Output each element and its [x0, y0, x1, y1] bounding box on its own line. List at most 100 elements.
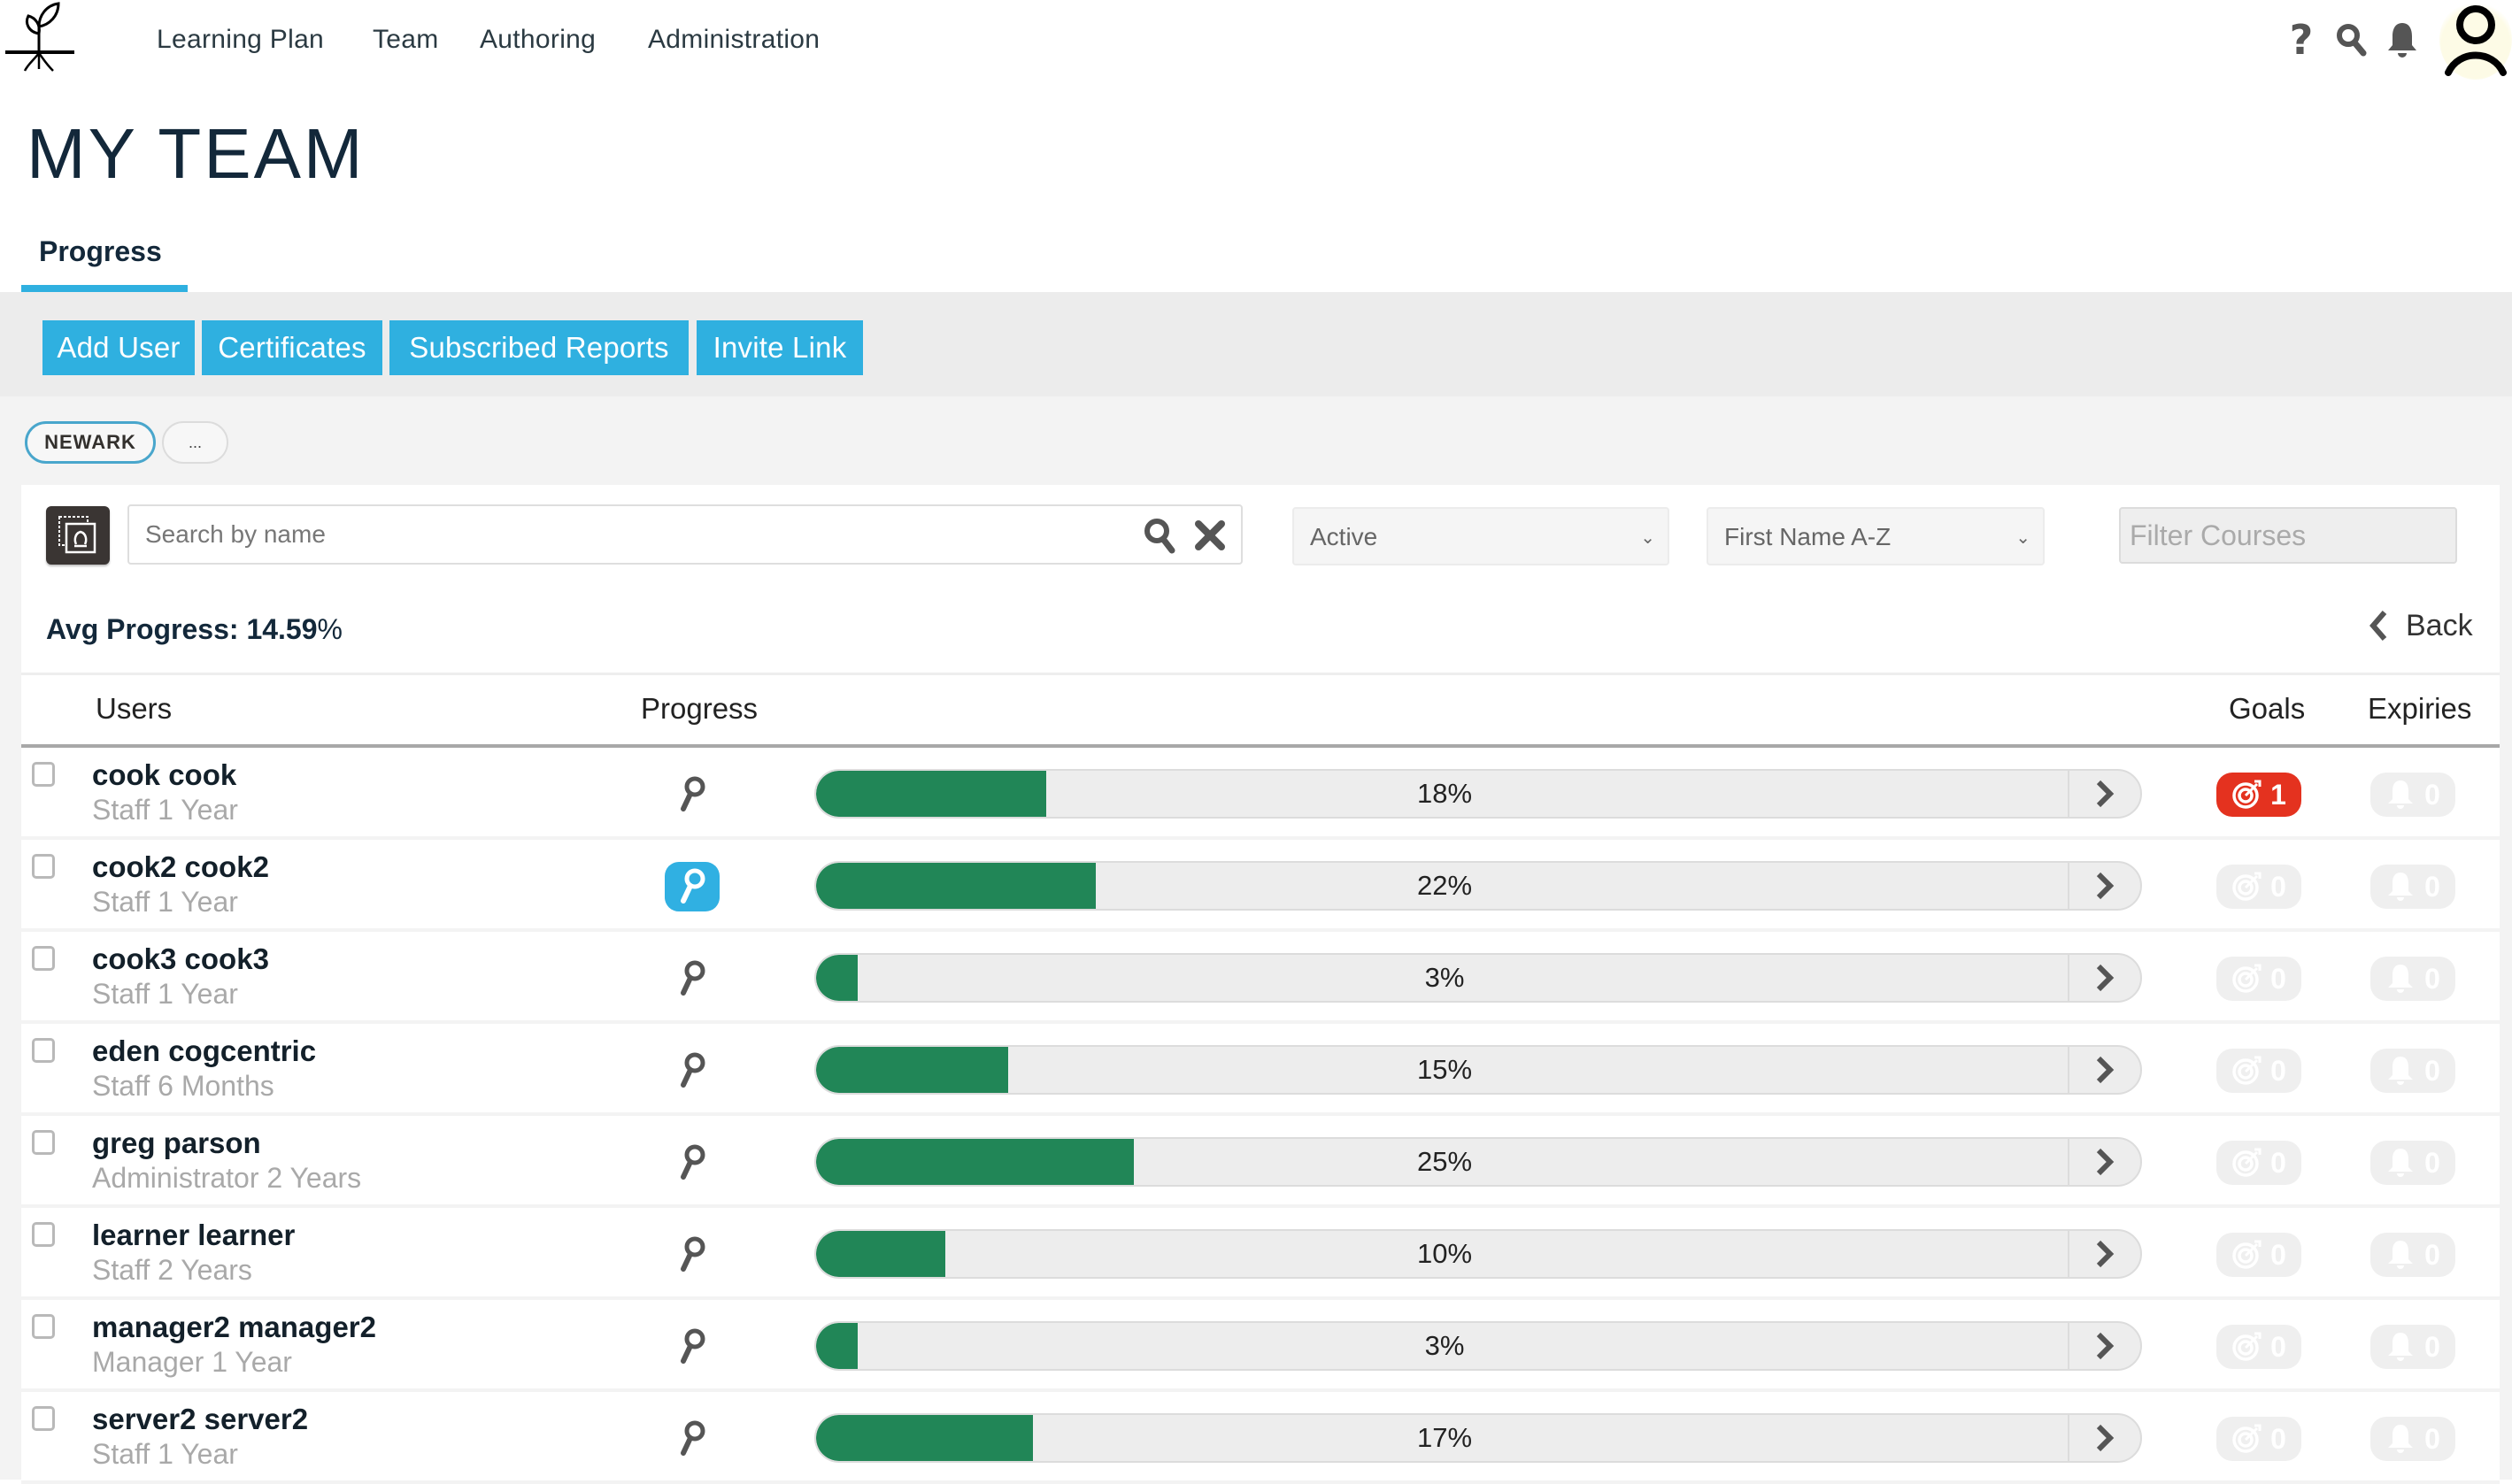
more-locations-chip[interactable]: ... — [162, 421, 228, 464]
progress-detail-button[interactable] — [665, 862, 720, 911]
progress-bar: 3% — [814, 953, 2142, 1003]
nav-administration[interactable]: Administration — [648, 25, 821, 54]
expiries-badge[interactable]: 0 — [2370, 1417, 2455, 1461]
goals-count: 0 — [2270, 1238, 2286, 1271]
goals-badge[interactable]: 0 — [2216, 957, 2301, 1001]
user-name[interactable]: eden cogcentric — [92, 1034, 317, 1067]
expiries-badge[interactable]: 0 — [2370, 865, 2455, 909]
row-select-checkbox[interactable] — [32, 1314, 55, 1339]
invite-link-button[interactable]: Invite Link — [697, 320, 863, 375]
search-submit-icon[interactable] — [1142, 517, 1179, 554]
progress-bar-fill — [816, 1231, 945, 1277]
goals-badge[interactable]: 0 — [2216, 1141, 2301, 1185]
row-select-checkbox[interactable] — [32, 1130, 55, 1155]
expiries-badge[interactable]: 0 — [2370, 1233, 2455, 1277]
tab-progress[interactable]: Progress — [21, 232, 188, 292]
user-name[interactable]: manager2 manager2 — [92, 1311, 376, 1343]
nav-learning-plan[interactable]: Learning Plan — [157, 25, 325, 54]
goals-badge[interactable]: 0 — [2216, 1417, 2301, 1461]
row-select-checkbox[interactable] — [32, 1406, 55, 1431]
help-icon[interactable]: ? — [2289, 16, 2314, 64]
goals-badge[interactable]: 0 — [2216, 1325, 2301, 1369]
target-icon — [2232, 1424, 2262, 1453]
expand-progress-button[interactable] — [2068, 771, 2140, 817]
row-select-checkbox[interactable] — [32, 1222, 55, 1247]
back-label: Back — [2406, 608, 2473, 642]
location-chip-newark[interactable]: NEWARK — [25, 421, 156, 464]
goals-badge[interactable]: 0 — [2216, 1233, 2301, 1277]
progress-bar: 17% — [814, 1413, 2142, 1463]
subscribed-reports-button[interactable]: Subscribed Reports — [389, 320, 689, 375]
progress-detail-button[interactable] — [665, 770, 720, 819]
bell-icon — [2388, 780, 2414, 809]
progress-percent: 3% — [1424, 1330, 1465, 1361]
sprout-logo-icon[interactable] — [2, 0, 76, 76]
table-row: greg parson Administrator 2 Years 25% 0 … — [21, 1116, 2500, 1208]
bell-icon — [2388, 1149, 2414, 1177]
magnifier-icon — [681, 960, 705, 996]
expiries-badge[interactable]: 0 — [2370, 1141, 2455, 1185]
expiries-count: 0 — [2424, 1238, 2440, 1271]
goals-badge[interactable]: 1 — [2216, 773, 2301, 817]
expand-progress-button[interactable] — [2068, 1231, 2140, 1277]
progress-detail-button[interactable] — [665, 1046, 720, 1096]
back-button[interactable]: Back — [2369, 604, 2473, 648]
sort-select[interactable]: First Name A-Z ⌄ — [1707, 507, 2045, 565]
nav-team[interactable]: Team — [373, 25, 439, 54]
expiries-badge[interactable]: 0 — [2370, 1325, 2455, 1369]
progress-detail-button[interactable] — [665, 1138, 720, 1188]
user-name[interactable]: server2 server2 — [92, 1403, 309, 1435]
row-select-checkbox[interactable] — [32, 1038, 55, 1063]
expand-progress-button[interactable] — [2068, 1323, 2140, 1369]
expand-progress-button[interactable] — [2068, 863, 2140, 909]
progress-detail-button[interactable] — [665, 954, 720, 1003]
user-name[interactable]: cook2 cook2 — [92, 850, 269, 883]
bell-icon[interactable] — [2383, 18, 2422, 62]
row-select-checkbox[interactable] — [32, 762, 55, 787]
expand-progress-button[interactable] — [2068, 1415, 2140, 1461]
certificates-button[interactable]: Certificates — [202, 320, 382, 375]
expiries-badge[interactable]: 0 — [2370, 957, 2455, 1001]
target-icon — [2232, 780, 2262, 809]
progress-percent: 15% — [1416, 1054, 1473, 1085]
user-name[interactable]: greg parson — [92, 1126, 261, 1159]
user-name[interactable]: learner learner — [92, 1219, 296, 1251]
search-icon[interactable] — [2332, 18, 2371, 62]
magnifier-icon — [681, 1236, 705, 1272]
expand-progress-button[interactable] — [2068, 955, 2140, 1001]
expand-progress-button[interactable] — [2068, 1139, 2140, 1185]
progress-detail-button[interactable] — [665, 1414, 720, 1464]
expand-progress-button[interactable] — [2068, 1047, 2140, 1093]
user-card-toggle-button[interactable] — [46, 506, 110, 565]
magnifier-icon — [681, 1328, 705, 1364]
user-avatar-icon[interactable] — [2439, 0, 2512, 80]
search-input[interactable] — [145, 506, 1101, 563]
user-name[interactable]: cook cook — [92, 758, 237, 791]
add-user-button[interactable]: Add User — [42, 320, 195, 375]
clear-search-icon[interactable] — [1191, 517, 1229, 554]
expiries-badge[interactable]: 0 — [2370, 1049, 2455, 1093]
progress-bar-fill — [816, 955, 858, 1001]
column-header-goals: Goals — [2229, 692, 2306, 725]
row-select-checkbox[interactable] — [32, 946, 55, 971]
progress-detail-button[interactable] — [665, 1230, 720, 1280]
avg-progress-value: 14.59 — [246, 613, 318, 645]
magnifier-icon — [681, 776, 705, 811]
user-name[interactable]: cook3 cook3 — [92, 942, 269, 975]
column-header-users: Users — [96, 692, 173, 725]
filter-courses-input[interactable] — [2119, 507, 2457, 564]
progress-detail-button[interactable] — [665, 1322, 720, 1372]
chevron-right-icon — [2096, 1148, 2115, 1176]
row-select-checkbox[interactable] — [32, 854, 55, 879]
expiries-count: 0 — [2424, 870, 2440, 903]
goals-badge[interactable]: 0 — [2216, 1049, 2301, 1093]
expiries-count: 0 — [2424, 962, 2440, 995]
nav-authoring[interactable]: Authoring — [480, 25, 597, 54]
table-row: manager2 manager2 Manager 1 Year 3% 0 0 — [21, 1300, 2500, 1392]
page-title: MY TEAM — [27, 114, 366, 193]
goals-badge[interactable]: 0 — [2216, 865, 2301, 909]
expiries-badge[interactable]: 0 — [2370, 773, 2455, 817]
chevron-right-icon — [2096, 964, 2115, 992]
user-role-tenure: Staff 1 Year — [92, 886, 238, 918]
status-select[interactable]: Active ⌄ — [1292, 507, 1669, 565]
